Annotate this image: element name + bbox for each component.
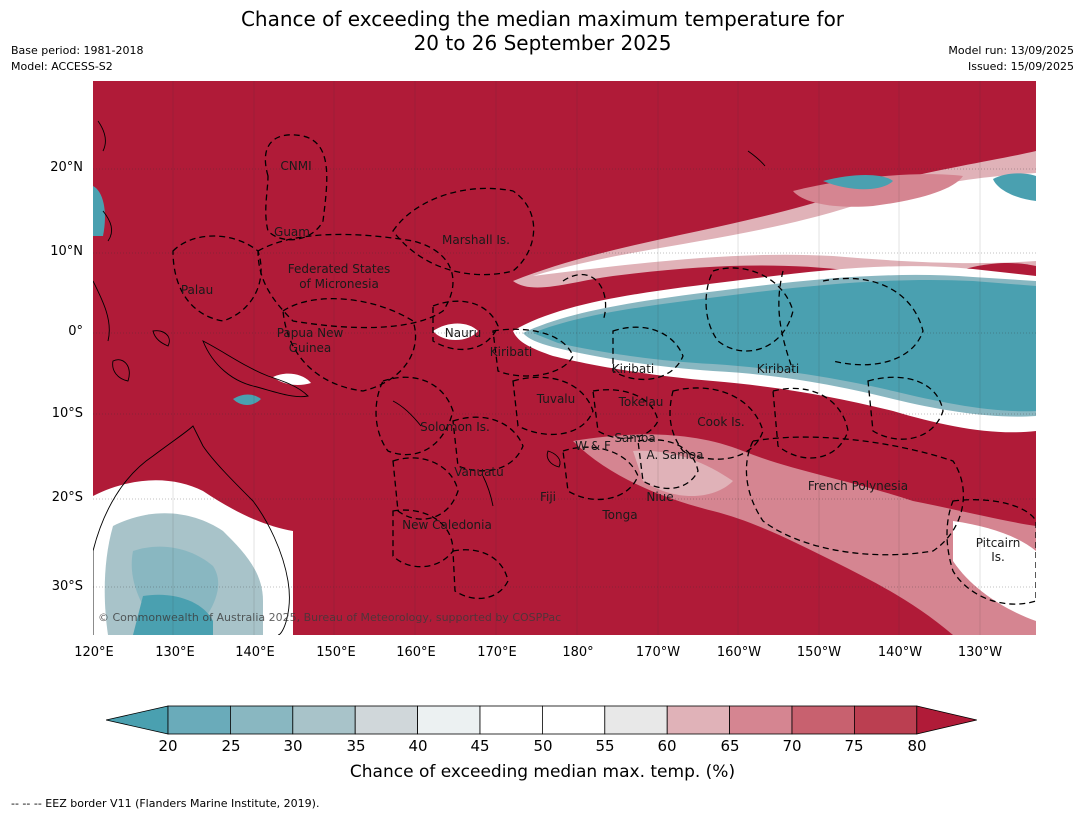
meta-right: Model run: 13/09/2025 Issued: 15/09/2025: [948, 43, 1074, 75]
meta-left: Base period: 1981-2018 Model: ACCESS-S2: [11, 43, 143, 75]
label-cnmi: CNMI: [280, 159, 311, 173]
label-png-line2: Guinea: [289, 341, 332, 355]
colorbar-segment: [791, 705, 855, 735]
x-tick-170w: 170°W: [635, 645, 681, 660]
cbar-tick-55: 55: [595, 737, 615, 755]
label-wf: W & F: [575, 439, 611, 453]
pitcairn-white: [953, 521, 1036, 621]
colorbar-label: Chance of exceeding median max. temp. (%…: [349, 762, 736, 782]
australia-deep-blue: [133, 594, 213, 635]
colorbar-segment: [354, 705, 418, 735]
label-asamoa: A. Samoa: [647, 448, 704, 462]
colorbar-extend-high: [916, 705, 977, 735]
model-name: Model: ACCESS-S2: [11, 60, 113, 73]
y-tick-10s: 10°S: [51, 406, 83, 421]
x-tick-150e: 150°E: [316, 645, 356, 660]
philippines-blue: [93, 186, 105, 236]
nauru-white-patch: [433, 323, 478, 340]
label-vanuatu: Vanuatu: [454, 465, 504, 479]
cbar-tick-65: 65: [720, 737, 740, 755]
x-tick-120e: 120°E: [74, 645, 114, 660]
y-tick-30s: 30°S: [51, 579, 83, 594]
label-guam: Guam: [274, 225, 310, 239]
colorbar-segment: [666, 705, 731, 735]
label-niue: Niue: [646, 490, 673, 504]
label-new-caledonia: New Caledonia: [402, 518, 492, 532]
label-kiribati-west: Kiribati: [490, 345, 532, 359]
probability-map: CNMI Guam Marshall Is. Federated States …: [93, 81, 1036, 635]
png-white-patch: [273, 373, 311, 385]
label-nauru: Nauru: [445, 326, 481, 340]
issued-date: Issued: 15/09/2025: [967, 60, 1074, 73]
label-kiribati-east: Kiribati: [757, 362, 799, 376]
x-tick-140w: 140°W: [877, 645, 923, 660]
colorbar-segment: [479, 705, 543, 735]
coastlines: [93, 120, 766, 635]
colorbar-segment: [230, 705, 294, 735]
label-palau: Palau: [181, 283, 213, 297]
model-run: Model run: 13/09/2025: [948, 44, 1074, 57]
colorbar-segment: [854, 705, 918, 735]
cbar-tick-75: 75: [844, 737, 864, 755]
label-marshall: Marshall Is.: [442, 233, 510, 247]
label-png-line1: Papua New: [277, 326, 344, 340]
cbar-tick-50: 50: [533, 737, 553, 755]
colorbar-segment: [417, 705, 481, 735]
colorbar-extend-low: [106, 705, 169, 735]
colorbar-segments: [106, 705, 977, 735]
x-tick-170e: 170°E: [477, 645, 517, 660]
label-kiribati-central: Kiribati: [612, 362, 654, 376]
y-tick-20s: 20°S: [51, 490, 83, 505]
label-solomon: Solomon Is.: [420, 420, 490, 434]
label-tokelau: Tokelau: [618, 395, 664, 409]
x-tick-140e: 140°E: [235, 645, 275, 660]
colorbar-segment: [604, 705, 668, 735]
title-line-1: Chance of exceeding the median maximum t…: [240, 7, 845, 31]
label-pitcairn-line2: Is.: [991, 550, 1005, 564]
band-north-blue-1: [823, 175, 893, 190]
label-tuvalu: Tuvalu: [536, 392, 576, 406]
y-tick-0: 0°: [68, 324, 83, 339]
colorbar-segment: [729, 705, 793, 735]
colorbar-segment: [292, 705, 356, 735]
y-tick-20n: 20°N: [50, 160, 83, 175]
copyright-notice: © Commonwealth of Australia 2025, Bureau…: [98, 611, 561, 624]
cbar-tick-20: 20: [158, 737, 178, 755]
colorbar-segment: [541, 705, 606, 735]
x-tick-160w: 160°W: [716, 645, 762, 660]
cbar-tick-45: 45: [470, 737, 490, 755]
x-tick-150w: 150°W: [796, 645, 842, 660]
cbar-tick-30: 30: [283, 737, 303, 755]
eez-footnote: -- -- -- EEZ border V11 (Flanders Marine…: [11, 797, 320, 810]
base-period: Base period: 1981-2018: [11, 44, 144, 57]
x-tick-130w: 130°W: [957, 645, 1003, 660]
x-tick-130e: 130°E: [155, 645, 195, 660]
y-tick-10n: 10°N: [50, 244, 83, 259]
cbar-tick-70: 70: [782, 737, 802, 755]
cbar-tick-40: 40: [408, 737, 428, 755]
chart-title: Chance of exceeding the median maximum t…: [0, 7, 1085, 55]
cbar-tick-60: 60: [657, 737, 677, 755]
label-pitcairn-line1: Pitcairn: [976, 536, 1021, 550]
title-line-2: 20 to 26 September 2025: [413, 31, 672, 55]
label-french-polynesia: French Polynesia: [808, 479, 908, 493]
label-fsm-line1: Federated States: [288, 262, 390, 276]
label-fsm-line2: of Micronesia: [299, 277, 379, 291]
x-tick-160e: 160°E: [396, 645, 436, 660]
colorbar-segment: [167, 705, 231, 735]
x-tick-180: 180°: [562, 645, 594, 660]
colorbar: [106, 705, 977, 735]
south-light-pink-1: [633, 450, 733, 496]
label-fiji: Fiji: [540, 490, 556, 504]
label-tonga: Tonga: [601, 508, 637, 522]
gridlines: [93, 168, 1036, 588]
label-cook: Cook Is.: [697, 415, 744, 429]
cbar-tick-80: 80: [907, 737, 927, 755]
cbar-tick-35: 35: [346, 737, 366, 755]
cbar-tick-25: 25: [221, 737, 241, 755]
label-samoa: Samoa: [614, 431, 655, 445]
band-north-blue-2: [993, 173, 1036, 201]
eez-borders: [172, 134, 1036, 605]
png-blue-patch: [233, 394, 261, 405]
